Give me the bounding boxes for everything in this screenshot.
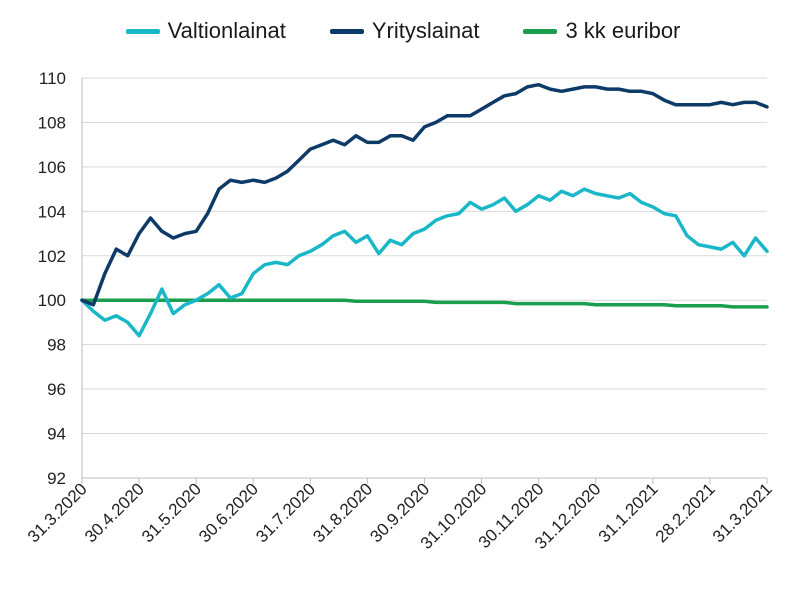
- series-line-yrityslainat: [80, 82, 769, 307]
- x-tick-labels: 31.3.202030.4.202031.5.202030.6.202031.7…: [24, 479, 776, 553]
- y-tick-label: 106: [38, 158, 66, 177]
- y-tick-labels: 92 94 96 98 100 102 104 106 108 110: [38, 69, 66, 488]
- legend-label-yrityslainat: Yrityslainat: [371, 18, 480, 43]
- x-tick-label: 31.8.2020: [309, 479, 376, 546]
- x-tick-label: 31.3.2020: [24, 479, 91, 546]
- y-tick-label: 96: [47, 380, 66, 399]
- x-tick-label: 31.7.2020: [252, 479, 319, 546]
- legend-swatch-euribor: [523, 28, 558, 34]
- series-lines: [80, 82, 769, 338]
- legend-item-yrityslainat: Yrityslainat: [329, 18, 480, 44]
- axes: [81, 78, 768, 484]
- y-tick-label: 94: [47, 425, 66, 444]
- gridlines: [82, 77, 767, 435]
- legend-item-valtionlainat: Valtionlainat: [125, 18, 286, 44]
- y-tick-label: 110: [39, 69, 66, 88]
- x-tick-label: 31.5.2020: [138, 479, 205, 546]
- y-tick-label: 104: [38, 202, 66, 221]
- x-tick-label: 31.1.2021: [595, 479, 662, 546]
- y-tick-label: 102: [38, 247, 66, 266]
- x-tick-label: 30.4.2020: [81, 479, 148, 546]
- legend-swatch-valtionlainat: [125, 28, 160, 34]
- y-tick-label: 98: [47, 336, 66, 355]
- legend-swatch-yrityslainat: [329, 28, 364, 34]
- legend-item-euribor: 3 kk euribor: [523, 18, 680, 44]
- y-tick-label: 92: [47, 469, 66, 488]
- x-tick-label: 31.3.2021: [709, 479, 776, 546]
- legend-label-valtionlainat: Valtionlainat: [167, 18, 286, 43]
- series-line-valtionlainat: [80, 187, 769, 338]
- y-tick-label: 100: [38, 291, 66, 310]
- y-tick-label: 108: [38, 113, 66, 132]
- legend-label-euribor: 3 kk euribor: [565, 18, 681, 43]
- x-tick-label: 28.2.2021: [652, 479, 719, 546]
- x-tick-label: 30.6.2020: [195, 479, 262, 546]
- chart-legend: Valtionlainat Yrityslainat 3 kk euribor: [0, 18, 806, 44]
